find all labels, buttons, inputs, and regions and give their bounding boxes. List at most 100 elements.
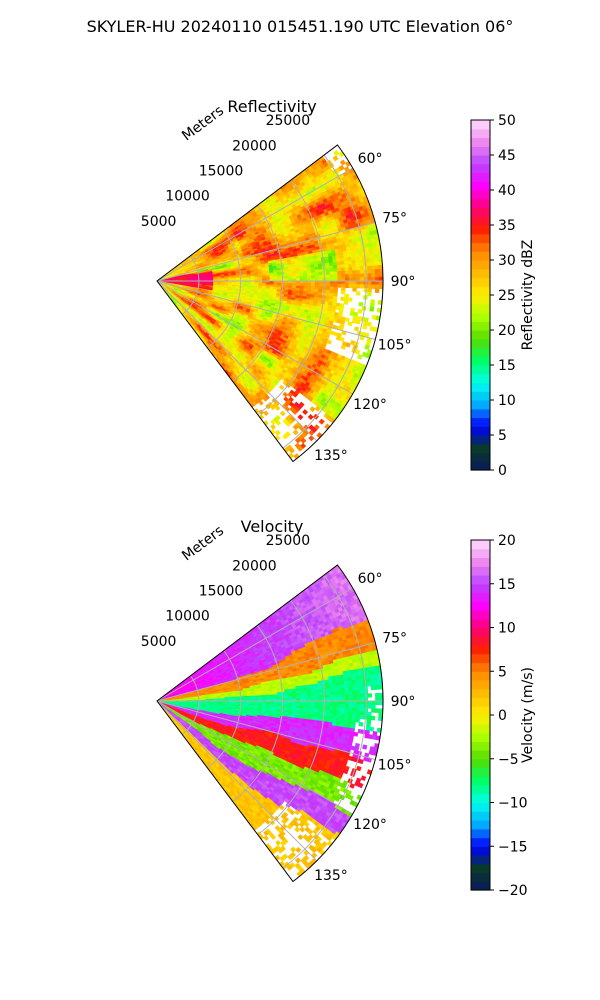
field-cell <box>343 300 349 305</box>
field-cell <box>299 275 305 279</box>
field-cell <box>356 277 361 282</box>
field-cell <box>359 266 365 271</box>
field-cell <box>358 259 364 264</box>
field-cell <box>370 265 376 271</box>
field-cell <box>371 280 376 286</box>
field-cell <box>341 274 346 279</box>
field-cell <box>344 283 350 289</box>
field-cell <box>344 263 349 269</box>
field-cell <box>359 269 365 275</box>
field-cell <box>352 270 357 275</box>
field-cell <box>303 275 308 279</box>
field-cell <box>329 283 335 288</box>
field-cell <box>367 273 372 278</box>
field-cell <box>351 263 357 268</box>
field-cell <box>282 391 289 398</box>
field-cell <box>326 274 331 279</box>
field-cell <box>307 272 312 277</box>
field-cell <box>362 324 368 330</box>
field-cell <box>341 283 346 288</box>
field-cell <box>311 283 316 287</box>
field-cell <box>340 290 346 295</box>
field-cell <box>318 418 325 425</box>
field-cell <box>333 149 340 157</box>
field-cell <box>348 277 354 282</box>
field-cell <box>367 269 372 274</box>
field-cell <box>263 410 269 417</box>
field-cell <box>352 277 357 282</box>
field-cell <box>341 270 346 275</box>
reflectivity-title: Reflectivity <box>227 97 316 116</box>
field-cell <box>356 273 361 278</box>
field-cell <box>318 274 324 279</box>
field-cell <box>337 274 342 279</box>
field-cell <box>348 270 354 275</box>
field-cell <box>303 272 308 277</box>
field-cell <box>348 263 353 268</box>
field-cell <box>371 276 376 282</box>
field-cell <box>367 291 372 297</box>
field-cell <box>355 259 360 264</box>
field-cell <box>348 267 353 272</box>
field-cell <box>356 280 361 285</box>
field-cell <box>359 262 364 268</box>
field-cell <box>367 280 373 286</box>
field-cell <box>295 275 301 279</box>
field-cell <box>348 273 354 278</box>
field-cell <box>274 429 281 436</box>
field-cell <box>333 268 338 273</box>
field-cell <box>354 349 361 355</box>
field-cell <box>366 321 372 327</box>
field-cell <box>339 336 345 342</box>
field-cell <box>375 284 380 290</box>
field-cell <box>369 306 375 312</box>
field-cell <box>358 301 364 307</box>
field-cell <box>314 275 320 279</box>
field-cell <box>348 284 354 289</box>
field-cell <box>329 268 335 273</box>
reflectivity-panel: Reflectivity 500010000150002000025000Met… <box>141 97 536 479</box>
field-cell <box>375 280 380 286</box>
field-cell <box>367 288 372 293</box>
field-cell <box>270 424 276 430</box>
field-cell <box>364 344 370 351</box>
field-cell <box>344 273 350 279</box>
field-cell <box>329 271 335 276</box>
field-cell <box>341 287 346 292</box>
field-cell <box>333 274 339 279</box>
field-cell <box>318 272 323 276</box>
field-cell <box>345 342 351 348</box>
field-cell <box>344 317 350 323</box>
field-cell <box>355 266 361 271</box>
field-cell <box>337 271 342 276</box>
field-cell <box>278 384 285 391</box>
field-cell <box>333 283 339 288</box>
field-cell <box>353 326 360 332</box>
field-cell <box>344 267 350 272</box>
field-cell <box>340 264 346 269</box>
field-cell <box>355 262 361 268</box>
field-cell <box>359 273 365 278</box>
field-cell <box>314 272 320 276</box>
field-cell <box>329 286 335 291</box>
field-cell <box>352 280 357 285</box>
field-cell <box>333 271 339 276</box>
figure-title: SKYLER-HU 20240110 015451.190 UTC Elevat… <box>87 17 514 36</box>
field-cell <box>356 270 361 275</box>
field-cell <box>371 269 376 274</box>
field-cell <box>309 406 316 413</box>
field-cell <box>374 265 380 270</box>
field-cell <box>352 287 357 292</box>
field-cell <box>325 271 331 276</box>
field-cell <box>339 159 346 166</box>
field-cell <box>359 284 365 289</box>
field-cell <box>355 291 361 296</box>
field-cell <box>311 275 316 279</box>
field-cell <box>375 272 380 278</box>
field-cell <box>367 265 372 271</box>
field-cell <box>345 280 350 285</box>
field-cell <box>344 270 350 275</box>
field-cell <box>374 288 380 293</box>
field-cell <box>337 283 342 288</box>
